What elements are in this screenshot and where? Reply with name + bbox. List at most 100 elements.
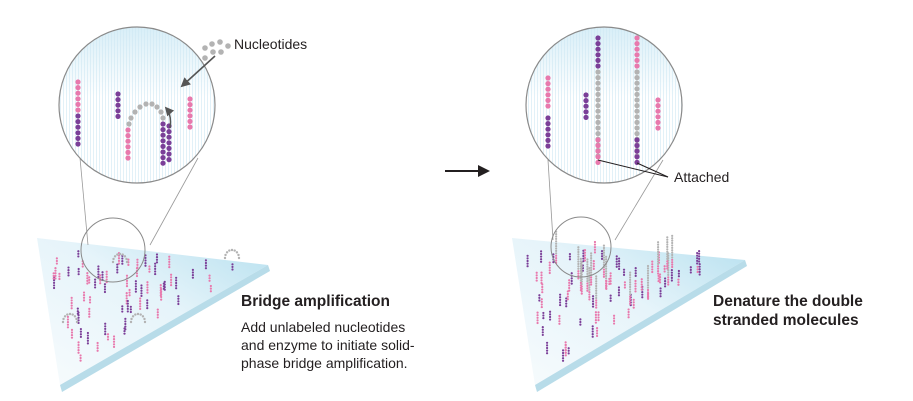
cluster-base (671, 256, 674, 259)
strand-base (595, 80, 601, 86)
cluster-base (139, 302, 142, 305)
cluster-base (671, 258, 674, 261)
cluster-base (577, 265, 580, 268)
strand-base (545, 97, 551, 103)
strand-base (655, 103, 661, 109)
cluster-base (125, 297, 128, 300)
cluster-base (555, 242, 558, 245)
slide-clusters-left (52, 248, 241, 362)
bridge-base (116, 253, 119, 256)
strand-base (595, 154, 601, 160)
cluster-base (608, 280, 611, 283)
cluster-base (67, 271, 70, 274)
left-panel: Nucleotides Bridge amplification Add unl… (37, 26, 415, 392)
cluster-base (586, 258, 589, 261)
cluster-base (605, 255, 608, 258)
cluster-base (656, 260, 660, 263)
strand-base (634, 63, 640, 69)
cluster-base (696, 262, 699, 265)
strand-base (160, 121, 166, 127)
cluster-base (564, 346, 567, 349)
cluster-base (555, 249, 558, 253)
cluster-base (76, 312, 79, 315)
strand-base (595, 41, 601, 47)
cluster-base (146, 307, 149, 310)
cluster-base (634, 290, 637, 293)
cluster-base (70, 336, 74, 339)
cluster-base (541, 288, 544, 291)
cluster-base (77, 252, 80, 255)
cluster-base (121, 305, 124, 308)
cluster-base (169, 276, 173, 279)
cluster-base (86, 331, 90, 335)
strand-base (115, 102, 121, 108)
cluster-base (670, 271, 673, 274)
cluster-base (548, 315, 552, 319)
bridge-base (128, 115, 134, 121)
cluster-base (595, 327, 599, 330)
cluster-base (204, 264, 208, 267)
cluster-base (116, 263, 119, 266)
cluster-base (595, 275, 598, 278)
cluster-base (54, 266, 57, 270)
cluster-base (155, 258, 159, 261)
cluster-base (540, 305, 543, 309)
cluster-base (579, 318, 582, 321)
cluster-base (162, 282, 165, 285)
cluster-base (634, 269, 637, 272)
cluster-base (54, 274, 57, 277)
strand-base (655, 108, 661, 114)
cluster-base (156, 316, 159, 319)
cluster-base (555, 233, 558, 236)
strand-base (595, 125, 601, 131)
cluster-base (667, 273, 670, 276)
cluster-base (548, 261, 551, 264)
cluster-base (204, 261, 208, 265)
cluster-base (605, 282, 608, 285)
cluster-base (629, 285, 632, 289)
strand-base (75, 130, 81, 136)
cluster-base (67, 274, 70, 277)
cluster-base (640, 285, 643, 289)
free-nucleotide (202, 55, 208, 61)
cluster-base (671, 237, 674, 240)
cluster-base (595, 296, 598, 300)
cluster-base (632, 306, 635, 309)
cluster-base (627, 313, 630, 316)
strand-base (595, 114, 601, 120)
cluster-base (124, 317, 127, 320)
cluster-base (595, 299, 598, 302)
cluster-base (609, 294, 612, 297)
free-nucleotide (218, 49, 224, 55)
cluster-base (615, 255, 618, 258)
cluster-base (125, 274, 129, 277)
strand-base (595, 69, 601, 75)
cluster-base (667, 276, 670, 279)
cluster-base (191, 273, 194, 277)
cluster-base (640, 280, 643, 283)
cluster-base (536, 319, 539, 322)
cluster-base (121, 257, 124, 260)
cluster-base (77, 250, 80, 253)
cluster-base (555, 252, 558, 255)
cluster-base (698, 262, 701, 266)
bridge-base (149, 101, 155, 107)
cluster-base (609, 274, 612, 278)
cluster-base (646, 288, 650, 292)
cluster-base (657, 277, 660, 280)
cluster-base (666, 250, 669, 253)
cluster-base (539, 260, 543, 263)
strand-base (583, 109, 589, 115)
cluster-base (539, 255, 543, 258)
cluster-base (116, 268, 119, 271)
cluster-base (605, 286, 608, 290)
cluster-base (602, 258, 606, 262)
cluster-base (536, 321, 539, 325)
strand-base (634, 91, 640, 97)
cluster-base (106, 335, 110, 338)
cluster-base (595, 284, 598, 288)
cluster-base (646, 286, 650, 289)
cluster-base (658, 278, 662, 281)
cluster-base (82, 294, 86, 297)
cluster-base (663, 280, 667, 283)
